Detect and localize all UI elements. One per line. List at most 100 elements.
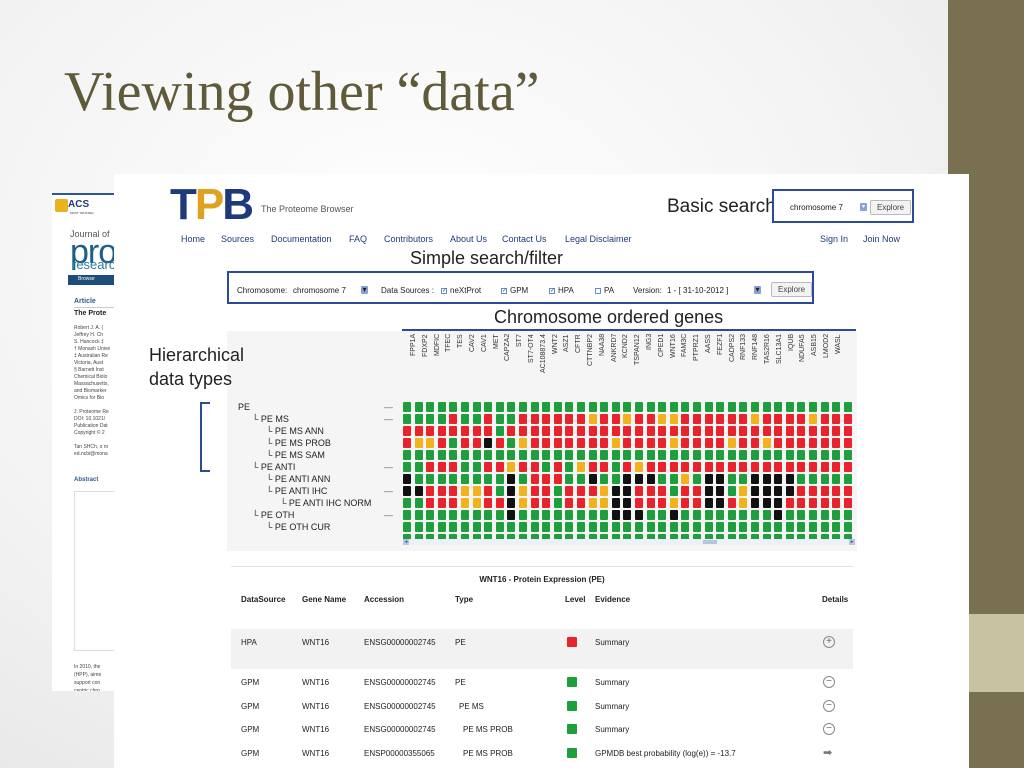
heatmap-cell[interactable] (484, 426, 493, 436)
heatmap-cell[interactable] (832, 486, 841, 496)
heatmap-cell[interactable] (820, 450, 829, 460)
heatmap-cell[interactable] (762, 510, 771, 520)
heatmap-cell[interactable] (519, 474, 527, 484)
heatmap-cell[interactable] (832, 402, 841, 412)
heatmap-cell[interactable] (704, 414, 713, 424)
heatmap-cell[interactable] (681, 414, 690, 424)
heatmap-cell[interactable] (542, 486, 551, 496)
heatmap-cell[interactable] (507, 486, 516, 496)
heatmap-cell[interactable] (623, 426, 632, 436)
heatmap-cell[interactable] (843, 414, 852, 424)
heatmap-cell[interactable] (565, 450, 574, 460)
heatmap-cell[interactable] (519, 414, 527, 424)
heatmap-cell[interactable] (553, 402, 562, 412)
heatmap-cell[interactable] (403, 414, 411, 424)
heatmap-cell[interactable] (704, 486, 713, 496)
heatmap-cell[interactable] (426, 402, 435, 412)
heatmap-cell[interactable] (693, 510, 701, 520)
heatmap-cell[interactable] (577, 426, 585, 436)
gene-name-label[interactable]: SLC13A1 (775, 334, 783, 364)
gene-name-label[interactable]: FAM3C (681, 334, 689, 358)
heatmap-cell[interactable] (681, 426, 690, 436)
collapse-icon[interactable]: — (384, 486, 393, 496)
gene-name-label[interactable]: FPP1A (410, 334, 417, 357)
heatmap-cell[interactable] (658, 402, 667, 412)
heatmap-cell[interactable] (693, 462, 701, 472)
heatmap-cell[interactable] (832, 474, 841, 484)
heatmap-cell[interactable] (484, 414, 493, 424)
heatmap-cell[interactable] (600, 462, 609, 472)
heatmap-cell[interactable] (600, 414, 609, 424)
heatmap-cell[interactable] (507, 438, 516, 448)
heatmap-cell[interactable] (785, 402, 794, 412)
heatmap-cell[interactable] (809, 510, 817, 520)
heatmap-cell[interactable] (611, 486, 620, 496)
heatmap-cell[interactable] (437, 474, 446, 484)
heatmap-cell[interactable] (704, 450, 713, 460)
evidence-cell[interactable]: GPMDB best probability (log(e)) = -13.7 (595, 749, 736, 758)
heatmap-cell[interactable] (751, 426, 759, 436)
heatmap-cell[interactable] (507, 414, 516, 424)
gene-name-label[interactable]: ANKRD7 (610, 334, 618, 363)
gene-name-label[interactable]: RNF133 (740, 334, 748, 361)
heatmap-cell[interactable] (704, 426, 713, 436)
heatmap-cell[interactable] (716, 510, 725, 520)
heatmap-cell[interactable] (553, 486, 562, 496)
heatmap-cell[interactable] (507, 522, 516, 532)
heatmap-cell[interactable] (437, 522, 446, 532)
heatmap-cell[interactable] (797, 498, 806, 508)
gene-name-label[interactable]: CFTR (575, 334, 583, 353)
tree-node[interactable]: └ PE OTH (252, 510, 295, 520)
heatmap-cell[interactable] (716, 498, 725, 508)
gene-name-label[interactable]: TFEC (445, 334, 453, 353)
heatmap-cell[interactable] (623, 510, 632, 520)
collapse-icon[interactable]: — (384, 462, 393, 472)
gene-name-label[interactable]: NDUFA5 (799, 334, 807, 362)
heatmap-cell[interactable] (669, 414, 678, 424)
heatmap-cell[interactable] (600, 426, 609, 436)
heatmap-cell[interactable] (658, 486, 667, 496)
basic-explore-button[interactable]: Explore (870, 200, 912, 215)
heatmap-cell[interactable] (403, 450, 411, 460)
heatmap-cell[interactable] (681, 450, 690, 460)
heatmap-cell[interactable] (843, 426, 852, 436)
heatmap-cell[interactable] (635, 486, 643, 496)
heatmap-cell[interactable] (774, 498, 783, 508)
heatmap-cell[interactable] (530, 498, 539, 508)
heatmap-cell[interactable] (530, 414, 539, 424)
heatmap-cell[interactable] (646, 438, 655, 448)
heatmap-cell[interactable] (588, 510, 597, 520)
heatmap-cell[interactable] (739, 522, 748, 532)
heatmap-cell[interactable] (832, 426, 841, 436)
heatmap-cell[interactable] (785, 486, 794, 496)
heatmap-cell[interactable] (611, 450, 620, 460)
heatmap-cell[interactable] (751, 414, 759, 424)
heatmap-cell[interactable] (646, 474, 655, 484)
heatmap-cell[interactable] (774, 402, 783, 412)
heatmap-cell[interactable] (484, 438, 493, 448)
heatmap-cell[interactable] (588, 450, 597, 460)
heatmap-cell[interactable] (403, 474, 411, 484)
heatmap-cell[interactable] (565, 474, 574, 484)
heatmap-cell[interactable] (403, 402, 411, 412)
heatmap-cell[interactable] (751, 486, 759, 496)
heatmap-cell[interactable] (553, 462, 562, 472)
heatmap-cell[interactable] (727, 498, 736, 508)
heatmap-cell[interactable] (809, 474, 817, 484)
heatmap-cell[interactable] (785, 438, 794, 448)
heatmap-cell[interactable] (414, 426, 423, 436)
heatmap-cell[interactable] (681, 474, 690, 484)
heatmap-cell[interactable] (577, 522, 585, 532)
evidence-cell[interactable]: Summary (595, 678, 630, 687)
heatmap-cell[interactable] (820, 414, 829, 424)
heatmap-cell[interactable] (426, 414, 435, 424)
heatmap-cell[interactable] (681, 510, 690, 520)
heatmap-cell[interactable] (495, 402, 504, 412)
heatmap-cell[interactable] (530, 462, 539, 472)
heatmap-cell[interactable] (832, 498, 841, 508)
heatmap-cell[interactable] (495, 522, 504, 532)
heatmap-cell[interactable] (565, 522, 574, 532)
heatmap-cell[interactable] (809, 402, 817, 412)
heatmap-cell[interactable] (461, 438, 469, 448)
heatmap-cell[interactable] (461, 414, 469, 424)
